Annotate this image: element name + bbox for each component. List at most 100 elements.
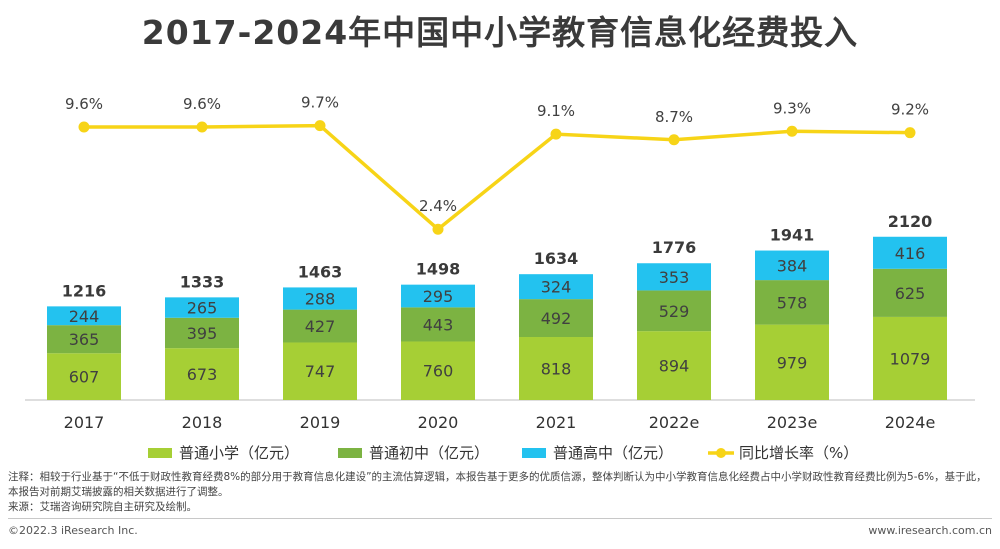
bar-value-label: 295 xyxy=(423,287,454,306)
bar-2024e-series-0 xyxy=(873,316,947,400)
bar-value-label: 979 xyxy=(777,353,808,372)
total-label: 1634 xyxy=(534,249,579,268)
x-tick-label: 2020 xyxy=(418,413,459,432)
bar-2021-series-2 xyxy=(519,274,593,300)
growth-label: 9.7% xyxy=(301,94,339,112)
growth-label: 9.6% xyxy=(183,95,221,113)
legend-label: 同比增长率（%） xyxy=(739,444,858,462)
bar-value-label: 395 xyxy=(187,324,218,343)
bar-value-label: 427 xyxy=(305,317,336,336)
growth-label: 8.7% xyxy=(655,108,693,126)
x-tick-label: 2024e xyxy=(885,413,936,432)
bar-value-label: 673 xyxy=(187,365,218,384)
bar-2021-series-0 xyxy=(519,337,593,400)
total-label: 1333 xyxy=(180,272,225,291)
legend-label: 普通初中（亿元） xyxy=(369,444,489,462)
growth-point xyxy=(904,127,916,139)
bar-value-label: 894 xyxy=(659,357,690,376)
bar-value-label: 818 xyxy=(541,360,572,379)
bar-2019-series-0 xyxy=(283,342,357,400)
legend-swatch xyxy=(338,448,362,458)
bar-value-label: 1079 xyxy=(890,349,931,368)
legend-swatch xyxy=(522,448,546,458)
bar-value-label: 529 xyxy=(659,302,690,321)
bar-value-label: 353 xyxy=(659,268,690,287)
total-label: 2120 xyxy=(888,212,933,231)
growth-point xyxy=(786,125,798,137)
bar-2019-series-2 xyxy=(283,287,357,310)
bar-value-label: 384 xyxy=(777,256,808,275)
bar-value-label: 443 xyxy=(423,315,454,334)
bar-value-label: 760 xyxy=(423,362,454,381)
footer-divider xyxy=(8,518,992,519)
total-label: 1498 xyxy=(416,260,461,279)
x-tick-label: 2021 xyxy=(536,413,577,432)
bar-value-label: 416 xyxy=(895,244,926,263)
growth-point xyxy=(196,121,208,133)
footnote: 注释：相较于行业基于“不低于财政性教育经费8%的部分用于教育信息化建设”的主流估… xyxy=(8,470,993,515)
bar-2018-series-0 xyxy=(165,348,239,400)
x-tick-labels: 2017 2018 2019 2020 2021 2022e 2023e 2024e xyxy=(64,413,936,432)
bar-value-label: 607 xyxy=(69,368,100,387)
bar-value-label: 747 xyxy=(305,362,336,381)
bar-series-group: 607 365 244 1216 673 395 265 1333 747 427 288 1463 7… xyxy=(47,212,947,400)
x-tick-label: 2022e xyxy=(649,413,700,432)
bar-2020-series-1 xyxy=(401,307,475,342)
chart-title: 2017-2024年中国中小学教育信息化经费投入 xyxy=(141,13,859,52)
bar-2024e-series-1 xyxy=(873,268,947,317)
bar-value-label: 265 xyxy=(187,299,218,318)
website-text: www.iresearch.com.cn xyxy=(868,524,992,537)
total-label: 1776 xyxy=(652,238,697,257)
growth-label: 9.2% xyxy=(891,101,929,119)
bar-2022e-series-2 xyxy=(637,263,711,291)
growth-label: 9.1% xyxy=(537,102,575,120)
growth-point xyxy=(432,223,444,235)
bar-value-label: 578 xyxy=(777,293,808,312)
growth-line xyxy=(84,123,911,232)
legend-label: 普通高中（亿元） xyxy=(553,444,673,462)
growth-point xyxy=(314,120,326,132)
bar-2021-series-1 xyxy=(519,299,593,338)
bar-2020-series-2 xyxy=(401,284,475,308)
bar-2020-series-0 xyxy=(401,341,475,400)
bar-2019-series-1 xyxy=(283,309,357,343)
bar-2018-series-1 xyxy=(165,317,239,349)
x-tick-label: 2018 xyxy=(182,413,223,432)
legend-label: 普通小学（亿元） xyxy=(179,444,299,462)
total-label: 1463 xyxy=(298,262,343,281)
bar-value-label: 492 xyxy=(541,309,572,328)
growth-line-group: 9.6% 9.6% 9.7% 2.4% 9.1% 8.7% 9.3% 9.2% xyxy=(65,94,929,235)
bar-value-label: 324 xyxy=(541,278,572,297)
legend: 普通小学（亿元） 普通初中（亿元） 普通高中（亿元） 同比增长率（%） xyxy=(148,444,858,462)
bar-value-label: 288 xyxy=(305,290,336,309)
bar-2022e-series-0 xyxy=(637,331,711,400)
x-tick-label: 2019 xyxy=(300,413,341,432)
growth-point xyxy=(668,134,680,146)
bar-value-label: 625 xyxy=(895,284,926,303)
legend-marker xyxy=(716,448,726,458)
footnote-note: 注释：相较于行业基于“不低于财政性教育经费8%的部分用于教育信息化建设”的主流估… xyxy=(8,471,987,498)
growth-point xyxy=(550,128,562,140)
total-label: 1941 xyxy=(770,226,815,245)
bar-2023e-series-0 xyxy=(755,324,829,400)
bar-value-label: 365 xyxy=(69,330,100,349)
x-tick-label: 2023e xyxy=(767,413,818,432)
bar-2017-series-1 xyxy=(47,325,121,354)
growth-label: 2.4% xyxy=(419,197,457,215)
copyright-text: ©2022.3 iResearch Inc. xyxy=(8,524,138,537)
stacked-bar-line-chart: 607 365 244 1216 673 395 265 1333 747 427 288 1463 7… xyxy=(25,94,975,462)
bar-2023e-series-2 xyxy=(755,250,829,281)
bar-2024e-series-2 xyxy=(873,236,947,269)
bar-2023e-series-1 xyxy=(755,280,829,325)
total-label: 1216 xyxy=(62,281,107,300)
legend-swatch xyxy=(148,448,172,458)
growth-label: 9.6% xyxy=(65,95,103,113)
bar-value-label: 244 xyxy=(69,307,100,326)
growth-label: 9.3% xyxy=(773,99,811,117)
bar-2017-series-0 xyxy=(47,353,121,400)
bar-2022e-series-1 xyxy=(637,290,711,332)
footnote-source: 来源：艾瑞咨询研究院自主研究及绘制。 xyxy=(8,501,197,513)
bar-2018-series-2 xyxy=(165,297,239,318)
x-tick-label: 2017 xyxy=(64,413,105,432)
growth-point xyxy=(78,121,90,133)
